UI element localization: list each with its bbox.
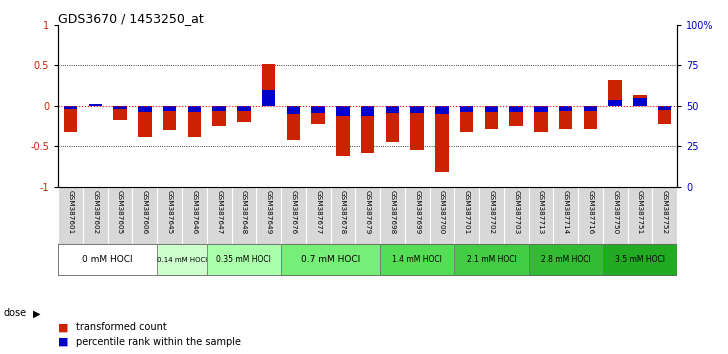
Text: ▶: ▶ xyxy=(33,308,40,318)
Bar xyxy=(213,106,226,126)
Bar xyxy=(163,106,176,111)
Text: percentile rank within the sample: percentile rank within the sample xyxy=(76,337,242,347)
Bar xyxy=(262,64,275,106)
Bar xyxy=(237,106,250,122)
Bar xyxy=(287,106,300,140)
Text: GSM387649: GSM387649 xyxy=(266,190,272,234)
Text: GSM387606: GSM387606 xyxy=(142,190,148,234)
Text: 0 mM HOCl: 0 mM HOCl xyxy=(82,255,133,264)
Text: GSM387702: GSM387702 xyxy=(488,190,494,234)
Text: GSM387713: GSM387713 xyxy=(538,190,544,234)
Text: ■: ■ xyxy=(58,337,68,347)
Text: 2.8 mM HOCl: 2.8 mM HOCl xyxy=(541,255,590,264)
Bar xyxy=(658,106,671,124)
Bar xyxy=(485,106,498,129)
Text: GSM387677: GSM387677 xyxy=(315,190,321,234)
Bar xyxy=(262,90,275,106)
Text: 0.14 mM HOCl: 0.14 mM HOCl xyxy=(157,257,207,263)
Text: GSM387699: GSM387699 xyxy=(414,190,420,234)
Bar xyxy=(336,106,349,156)
Text: GSM387646: GSM387646 xyxy=(191,190,197,234)
Bar xyxy=(411,106,424,150)
Bar xyxy=(157,244,207,275)
Text: 3.5 mM HOCl: 3.5 mM HOCl xyxy=(615,255,665,264)
Text: dose: dose xyxy=(4,308,27,318)
Bar xyxy=(559,106,572,111)
Text: GSM387703: GSM387703 xyxy=(513,190,519,234)
Bar xyxy=(89,105,102,106)
Bar xyxy=(435,106,448,114)
Bar xyxy=(534,106,547,132)
Bar xyxy=(460,106,473,132)
Bar xyxy=(207,244,281,275)
Bar xyxy=(559,106,572,129)
Text: ■: ■ xyxy=(58,322,68,332)
Bar xyxy=(609,80,622,106)
Bar xyxy=(138,106,151,112)
Text: GSM387716: GSM387716 xyxy=(587,190,593,234)
Bar xyxy=(658,106,671,110)
Bar xyxy=(510,106,523,112)
Bar xyxy=(188,106,201,137)
Text: 2.1 mM HOCl: 2.1 mM HOCl xyxy=(467,255,516,264)
Bar xyxy=(603,244,677,275)
Bar xyxy=(411,106,424,113)
Bar xyxy=(213,106,226,111)
Text: GSM387645: GSM387645 xyxy=(167,190,173,234)
Text: GSM387752: GSM387752 xyxy=(662,190,668,234)
Bar xyxy=(287,106,300,114)
Bar xyxy=(336,106,349,116)
Text: 1.4 mM HOCl: 1.4 mM HOCl xyxy=(392,255,442,264)
Text: GSM387750: GSM387750 xyxy=(612,190,618,234)
Bar xyxy=(114,106,127,120)
Bar xyxy=(188,106,201,112)
Text: GSM387678: GSM387678 xyxy=(340,190,346,234)
Bar xyxy=(58,244,157,275)
Bar xyxy=(312,106,325,124)
Text: GSM387700: GSM387700 xyxy=(439,190,445,234)
Bar xyxy=(114,106,127,109)
Bar xyxy=(485,106,498,112)
Bar xyxy=(510,106,523,126)
Bar xyxy=(64,106,77,132)
Bar xyxy=(633,95,646,106)
Text: GSM387698: GSM387698 xyxy=(389,190,395,234)
Text: GSM387679: GSM387679 xyxy=(365,190,371,234)
Bar xyxy=(281,244,380,275)
Text: GSM387676: GSM387676 xyxy=(290,190,296,234)
Bar xyxy=(633,98,646,106)
Bar xyxy=(361,106,374,153)
Bar xyxy=(529,244,603,275)
Text: 0.7 mM HOCl: 0.7 mM HOCl xyxy=(301,255,360,264)
Bar xyxy=(64,106,77,109)
Bar xyxy=(534,106,547,112)
Text: GSM387605: GSM387605 xyxy=(117,190,123,234)
Text: GSM387714: GSM387714 xyxy=(563,190,569,234)
Bar xyxy=(380,244,454,275)
Text: GSM387601: GSM387601 xyxy=(68,190,74,234)
Bar xyxy=(584,106,597,129)
Text: GSM387602: GSM387602 xyxy=(92,190,98,234)
Bar xyxy=(89,104,102,106)
Text: transformed count: transformed count xyxy=(76,322,167,332)
Text: GDS3670 / 1453250_at: GDS3670 / 1453250_at xyxy=(58,12,204,25)
Text: GSM387647: GSM387647 xyxy=(216,190,222,234)
Bar xyxy=(312,106,325,113)
Bar xyxy=(386,106,399,113)
Text: GSM387751: GSM387751 xyxy=(637,190,643,234)
Bar xyxy=(460,106,473,112)
Bar xyxy=(584,106,597,111)
Bar xyxy=(386,106,399,142)
Bar xyxy=(138,106,151,137)
Bar xyxy=(361,106,374,116)
Bar xyxy=(435,106,448,172)
Text: GSM387648: GSM387648 xyxy=(241,190,247,234)
Bar xyxy=(237,106,250,111)
Bar xyxy=(163,106,176,130)
Text: GSM387701: GSM387701 xyxy=(464,190,470,234)
Bar xyxy=(609,100,622,106)
Text: 0.35 mM HOCl: 0.35 mM HOCl xyxy=(216,255,272,264)
Bar xyxy=(454,244,529,275)
